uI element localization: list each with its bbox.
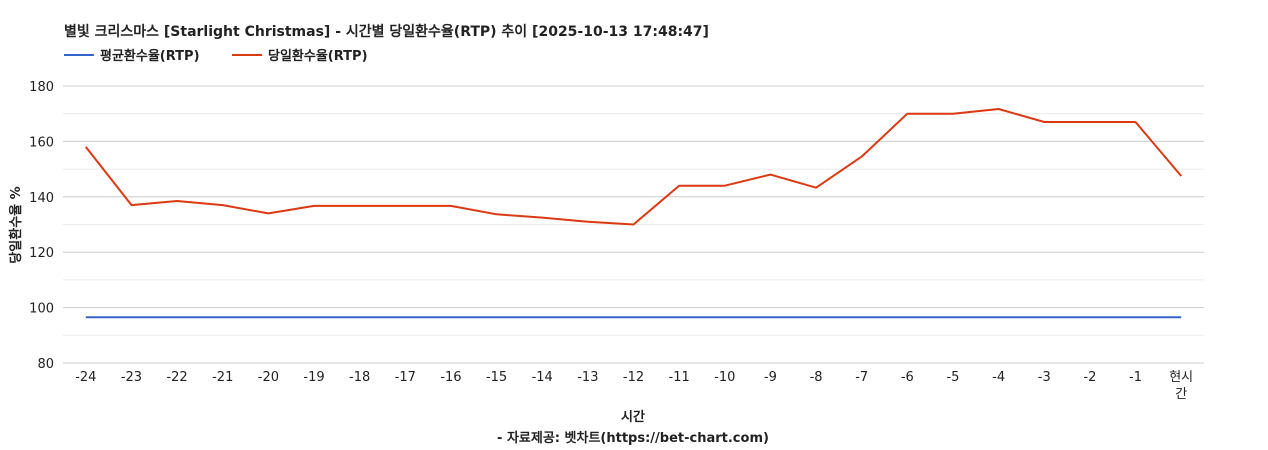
x-tick-label: -11	[669, 370, 690, 385]
x-axis-title: 시간	[621, 409, 645, 425]
x-tick-label: -9	[764, 370, 777, 385]
x-tick-label: -17	[395, 370, 416, 385]
legend: 평균환수율(RTP) 당일환수율(RTP)	[64, 48, 368, 64]
series-lines	[85, 108, 1182, 319]
y-axis-title: 당일환수율 %	[8, 186, 24, 263]
x-tick-label: -20	[258, 370, 279, 385]
x-tick-label: -6	[901, 370, 914, 385]
x-tick-label: -22	[166, 370, 187, 385]
x-tick-label: -19	[303, 370, 324, 385]
x-tick-label: -14	[532, 370, 553, 385]
x-tick-label: 현시 간	[1169, 370, 1193, 402]
x-tick-label: -13	[577, 370, 598, 385]
series-line-daily	[85, 108, 1182, 226]
y-tick-label: 100	[29, 302, 54, 317]
legend-label-daily: 당일환수율(RTP)	[268, 48, 368, 64]
legend-label-average: 평균환수율(RTP)	[100, 48, 200, 64]
x-tick-label: -10	[714, 370, 735, 385]
x-tick-label: -4	[992, 370, 1005, 385]
x-tick-label: -23	[121, 370, 142, 385]
source-credit: - 자료제공: 벳차트(https://bet-chart.com)	[497, 430, 769, 446]
y-tick-label: 160	[29, 135, 54, 150]
y-tick-label: 140	[29, 191, 54, 206]
x-tick-label: -24	[75, 370, 96, 385]
y-tick-label: 80	[37, 357, 54, 372]
y-axis-ticks: 80 100 120 140 160 180	[29, 80, 54, 372]
x-tick-label: -15	[486, 370, 507, 385]
x-tick-label: -18	[349, 370, 370, 385]
x-tick-label: -8	[810, 370, 823, 385]
x-tick-label: -16	[440, 370, 461, 385]
x-tick-label: -2	[1083, 370, 1096, 385]
x-tick-label: -21	[212, 370, 233, 385]
x-tick-label: -3	[1038, 370, 1051, 385]
y-tick-label: 120	[29, 246, 54, 261]
x-axis-ticks: -24 -23 -22 -21 -20 -19 -18 -17 -16 -15 -14 -13 -12 -…	[75, 370, 1193, 402]
x-tick-label: -12	[623, 370, 644, 385]
x-tick-label: -5	[946, 370, 959, 385]
chart-title: 별빛 크리스마스 [Starlight Christmas] - 시간별 당일환…	[64, 23, 709, 40]
y-tick-label: 180	[29, 80, 54, 95]
x-tick-label: -1	[1129, 370, 1142, 385]
x-tick-label: -7	[855, 370, 868, 385]
